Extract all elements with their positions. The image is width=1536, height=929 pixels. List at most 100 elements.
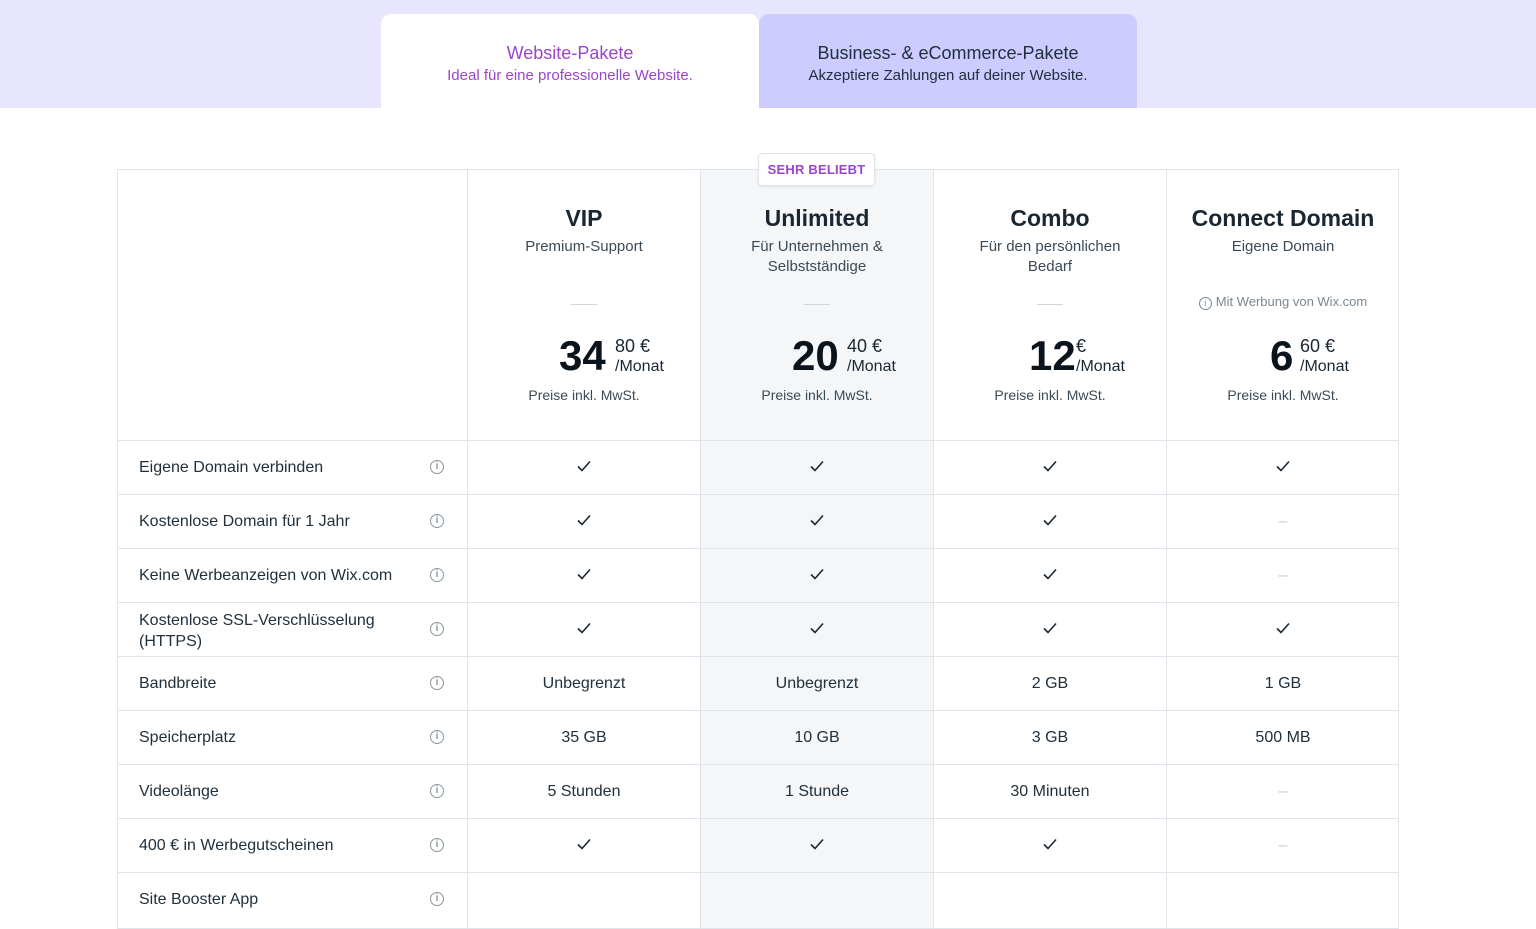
plan-subtitle: Premium-Support xyxy=(525,238,643,255)
info-icon[interactable]: i xyxy=(430,838,444,852)
tax-note: Preise inkl. MwSt. xyxy=(761,387,873,403)
plan-name: VIP xyxy=(565,205,603,231)
row-divider xyxy=(117,602,1399,603)
plan-subtitle: Für Unternehmen & Selbstständige xyxy=(751,238,883,275)
check-icon xyxy=(468,457,700,478)
check-icon xyxy=(1167,457,1399,478)
row-divider xyxy=(117,872,1399,873)
feature-label: Site Booster App xyxy=(139,891,259,908)
tab-subtitle: Akzeptiere Zahlungen auf deiner Website. xyxy=(808,67,1088,84)
info-icon[interactable]: i xyxy=(430,892,444,906)
row-divider xyxy=(117,440,1399,441)
feature-value: 1 Stunde xyxy=(784,783,850,800)
feature-value: 35 GB xyxy=(561,729,607,746)
feature-label: Kostenlose SSL-Verschlüsselung (HTTPS) xyxy=(139,612,375,650)
price-period: /Monat xyxy=(847,358,896,375)
price-cents: € xyxy=(1076,336,1087,356)
info-icon[interactable]: i xyxy=(430,514,444,528)
info-icon[interactable]: i xyxy=(430,622,444,636)
price-main: 12 xyxy=(1029,332,1076,379)
not-included-dash: – xyxy=(1278,783,1288,800)
check-icon xyxy=(934,457,1166,478)
price-combo: 12 € /Monat xyxy=(1029,332,1149,382)
info-icon[interactable]: i xyxy=(430,460,444,474)
info-icon[interactable]: i xyxy=(430,568,444,582)
check-icon xyxy=(701,457,933,478)
feature-value: 3 GB xyxy=(1031,729,1069,746)
tab-subtitle: Ideal für eine professionelle Website. xyxy=(447,67,693,84)
plan-header-connect-domain: Connect Domain Eigene Domain xyxy=(1167,203,1399,257)
check-icon xyxy=(934,565,1166,586)
divider-dash xyxy=(1037,304,1063,305)
tax-note: Preise inkl. MwSt. xyxy=(1227,387,1339,403)
check-icon xyxy=(468,565,700,586)
column-divider xyxy=(467,169,468,929)
row-divider xyxy=(117,494,1399,495)
feature-value: 1 GB xyxy=(1264,675,1302,692)
column-divider xyxy=(700,169,701,929)
price-main: 34 xyxy=(559,332,606,379)
price-cents: 80 € xyxy=(615,336,651,356)
feature-label: 400 € in Werbegutscheinen xyxy=(139,837,334,854)
ad-note-text: Mit Werbung von Wix.com xyxy=(1215,294,1368,309)
check-icon xyxy=(934,835,1166,856)
price-period: /Monat xyxy=(615,358,664,375)
row-divider xyxy=(117,548,1399,549)
ad-note: i Mit Werbung von Wix.com xyxy=(1167,294,1399,310)
price-vip: 34 80 € /Monat xyxy=(559,332,679,382)
column-divider xyxy=(933,169,934,929)
tax-note: Preise inkl. MwSt. xyxy=(528,387,640,403)
plan-subtitle: Eigene Domain xyxy=(1231,238,1335,255)
not-included-dash: – xyxy=(1278,513,1288,530)
plan-header-combo: Combo Für den persönlichen Bedarf xyxy=(934,203,1166,277)
check-icon xyxy=(468,511,700,532)
tab-website-packages[interactable]: Website-Pakete Ideal für eine profession… xyxy=(381,14,759,108)
price-connect-domain: 6 60 € /Monat xyxy=(1270,332,1370,382)
check-icon xyxy=(701,835,933,856)
comparison-table xyxy=(117,169,1399,929)
check-icon xyxy=(1167,619,1399,640)
feature-value: Unbegrenzt xyxy=(542,675,626,692)
check-icon xyxy=(701,565,933,586)
row-divider xyxy=(117,764,1399,765)
highlight-column-unlimited xyxy=(701,169,933,929)
row-divider xyxy=(117,656,1399,657)
feature-value: 500 MB xyxy=(1255,729,1311,746)
tab-business-ecommerce-packages[interactable]: Business- & eCommerce-Pakete Akzeptiere … xyxy=(759,14,1137,108)
info-icon[interactable]: i xyxy=(430,784,444,798)
check-icon xyxy=(468,619,700,640)
feature-label: Kostenlose Domain für 1 Jahr xyxy=(139,513,350,530)
not-included-dash: – xyxy=(1278,837,1288,854)
check-icon xyxy=(701,511,933,532)
feature-label: Keine Werbeanzeigen von Wix.com xyxy=(139,567,393,584)
info-icon: i xyxy=(1198,297,1212,310)
tab-title: Website-Pakete xyxy=(506,43,634,63)
feature-value: 5 Stunden xyxy=(547,783,621,800)
price-main: 20 xyxy=(792,332,839,379)
popular-badge: SEHR BELIEBT xyxy=(758,153,875,186)
check-icon xyxy=(701,619,933,640)
column-divider xyxy=(1166,169,1167,929)
info-icon[interactable]: i xyxy=(430,676,444,690)
check-icon xyxy=(934,619,1166,640)
check-icon xyxy=(934,511,1166,532)
check-icon xyxy=(468,835,700,856)
feature-value: 2 GB xyxy=(1031,675,1069,692)
price-unlimited: 20 40 € /Monat xyxy=(792,332,912,382)
plan-header-unlimited: Unlimited Für Unternehmen & Selbstständi… xyxy=(701,203,933,277)
row-divider xyxy=(117,710,1399,711)
tab-title: Business- & eCommerce-Pakete xyxy=(817,43,1079,63)
divider-dash xyxy=(571,304,597,305)
feature-label: Speicherplatz xyxy=(139,729,236,746)
plan-name: Connect Domain xyxy=(1191,205,1375,231)
feature-label: Bandbreite xyxy=(139,675,217,692)
feature-value: 30 Minuten xyxy=(1010,783,1090,800)
tax-note: Preise inkl. MwSt. xyxy=(994,387,1106,403)
plan-name: Unlimited xyxy=(764,205,870,231)
price-cents: 60 € xyxy=(1300,336,1336,356)
plan-subtitle: Für den persönlichen Bedarf xyxy=(979,238,1121,275)
price-cents: 40 € xyxy=(847,336,883,356)
feature-value: 10 GB xyxy=(794,729,840,746)
row-divider xyxy=(117,818,1399,819)
info-icon[interactable]: i xyxy=(430,730,444,744)
